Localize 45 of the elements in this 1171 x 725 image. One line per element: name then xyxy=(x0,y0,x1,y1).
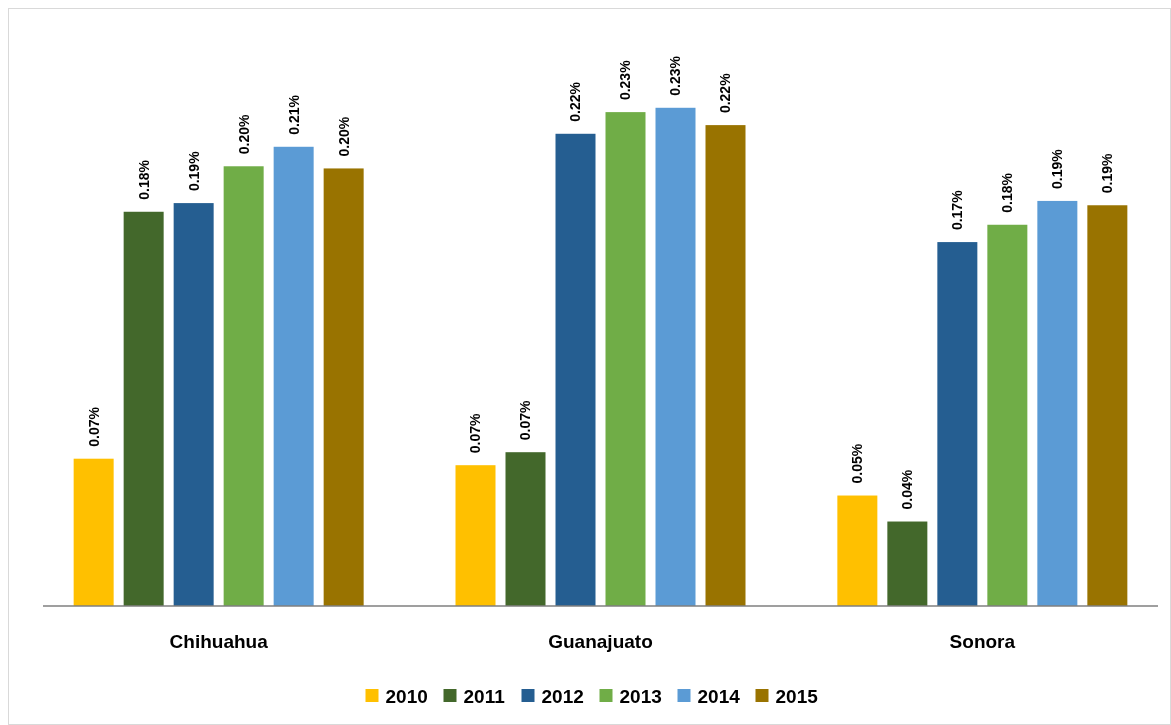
bar xyxy=(555,133,596,606)
legend-label: 2012 xyxy=(541,685,584,707)
bar xyxy=(455,465,496,606)
bar xyxy=(323,168,364,606)
legend-label: 2015 xyxy=(775,685,819,707)
bar xyxy=(987,224,1028,606)
data-label: 0.07% xyxy=(517,399,534,441)
bar xyxy=(887,521,928,606)
bar xyxy=(223,166,264,606)
bar xyxy=(705,125,746,606)
bar xyxy=(837,495,878,606)
data-label: 0.17% xyxy=(949,189,966,231)
bar xyxy=(605,112,646,606)
legend-label: 2010 xyxy=(385,685,428,707)
bar xyxy=(1037,200,1078,606)
bar xyxy=(1087,205,1128,606)
bar xyxy=(505,452,546,606)
data-label: 0.22% xyxy=(717,72,734,114)
data-label: 0.23% xyxy=(617,59,634,101)
data-label: 0.19% xyxy=(1049,148,1066,189)
bar xyxy=(937,242,978,606)
legend-label: 2013 xyxy=(619,685,662,707)
data-label: 0.07% xyxy=(85,406,102,447)
bar xyxy=(73,458,114,606)
legend-label: 2014 xyxy=(697,685,741,707)
x-tick-label: Sonora xyxy=(949,631,1016,652)
x-tick-label: Guanajuato xyxy=(548,631,653,652)
bar xyxy=(123,211,164,606)
data-label: 0.23% xyxy=(667,55,684,96)
x-tick-label: Chihuahua xyxy=(169,631,269,652)
bar xyxy=(273,146,314,606)
data-label: 0.18% xyxy=(135,159,152,200)
data-label: 0.21% xyxy=(285,94,302,135)
bar xyxy=(173,203,214,606)
data-label: 0.05% xyxy=(849,443,866,484)
data-label: 0.20% xyxy=(235,114,252,155)
data-label: 0.18% xyxy=(999,172,1016,213)
data-label: 0.04% xyxy=(899,469,916,510)
data-label: 0.07% xyxy=(467,412,484,454)
data-label: 0.22% xyxy=(567,81,584,122)
data-label: 0.19% xyxy=(1099,153,1116,194)
data-label: 0.20% xyxy=(335,116,352,157)
bar xyxy=(655,107,696,606)
legend-label: 2011 xyxy=(463,685,506,707)
data-label: 0.19% xyxy=(185,150,202,192)
